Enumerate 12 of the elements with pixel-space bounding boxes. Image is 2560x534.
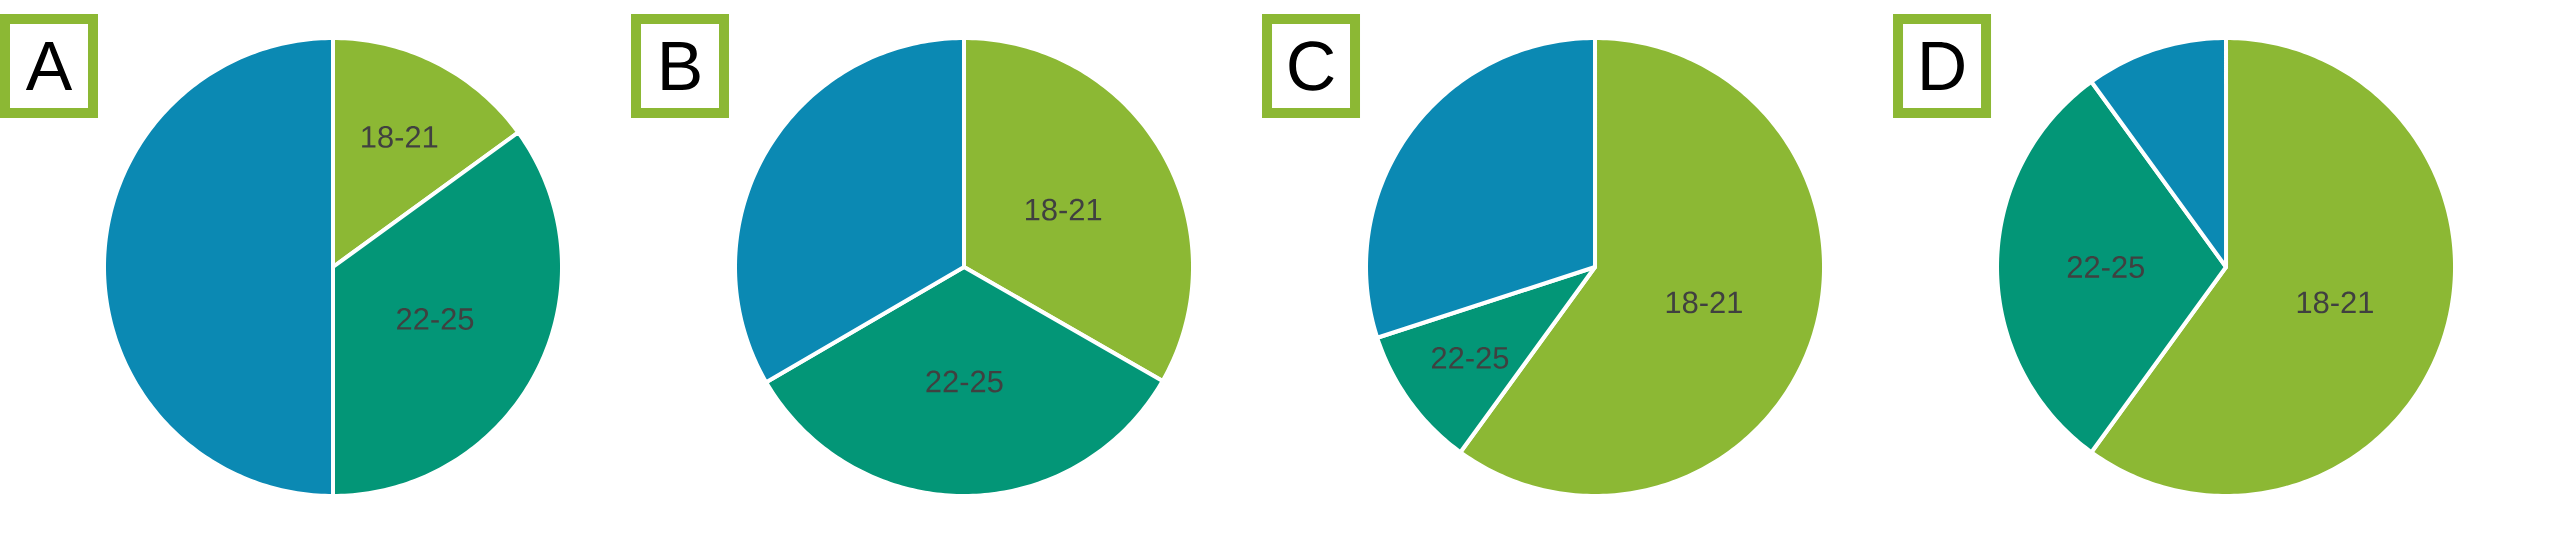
slice-label: 22-25 <box>397 308 474 330</box>
chart-title: B <box>662 42 700 91</box>
slice-label: 18-21 <box>1026 198 1102 221</box>
slice-label: 18-21 <box>2297 291 2373 314</box>
slice-label: 22-25 <box>2067 256 2144 278</box>
slice-label: 22-25 <box>1432 346 1509 369</box>
slice-label: 18-21 <box>1666 291 1742 314</box>
slice-label: 22-25 <box>926 370 1003 393</box>
chart-title: A <box>25 42 73 91</box>
chart-title: D <box>1922 42 1964 91</box>
slice-label: 18-21 <box>362 125 438 148</box>
chart-title: C <box>1289 41 1334 91</box>
